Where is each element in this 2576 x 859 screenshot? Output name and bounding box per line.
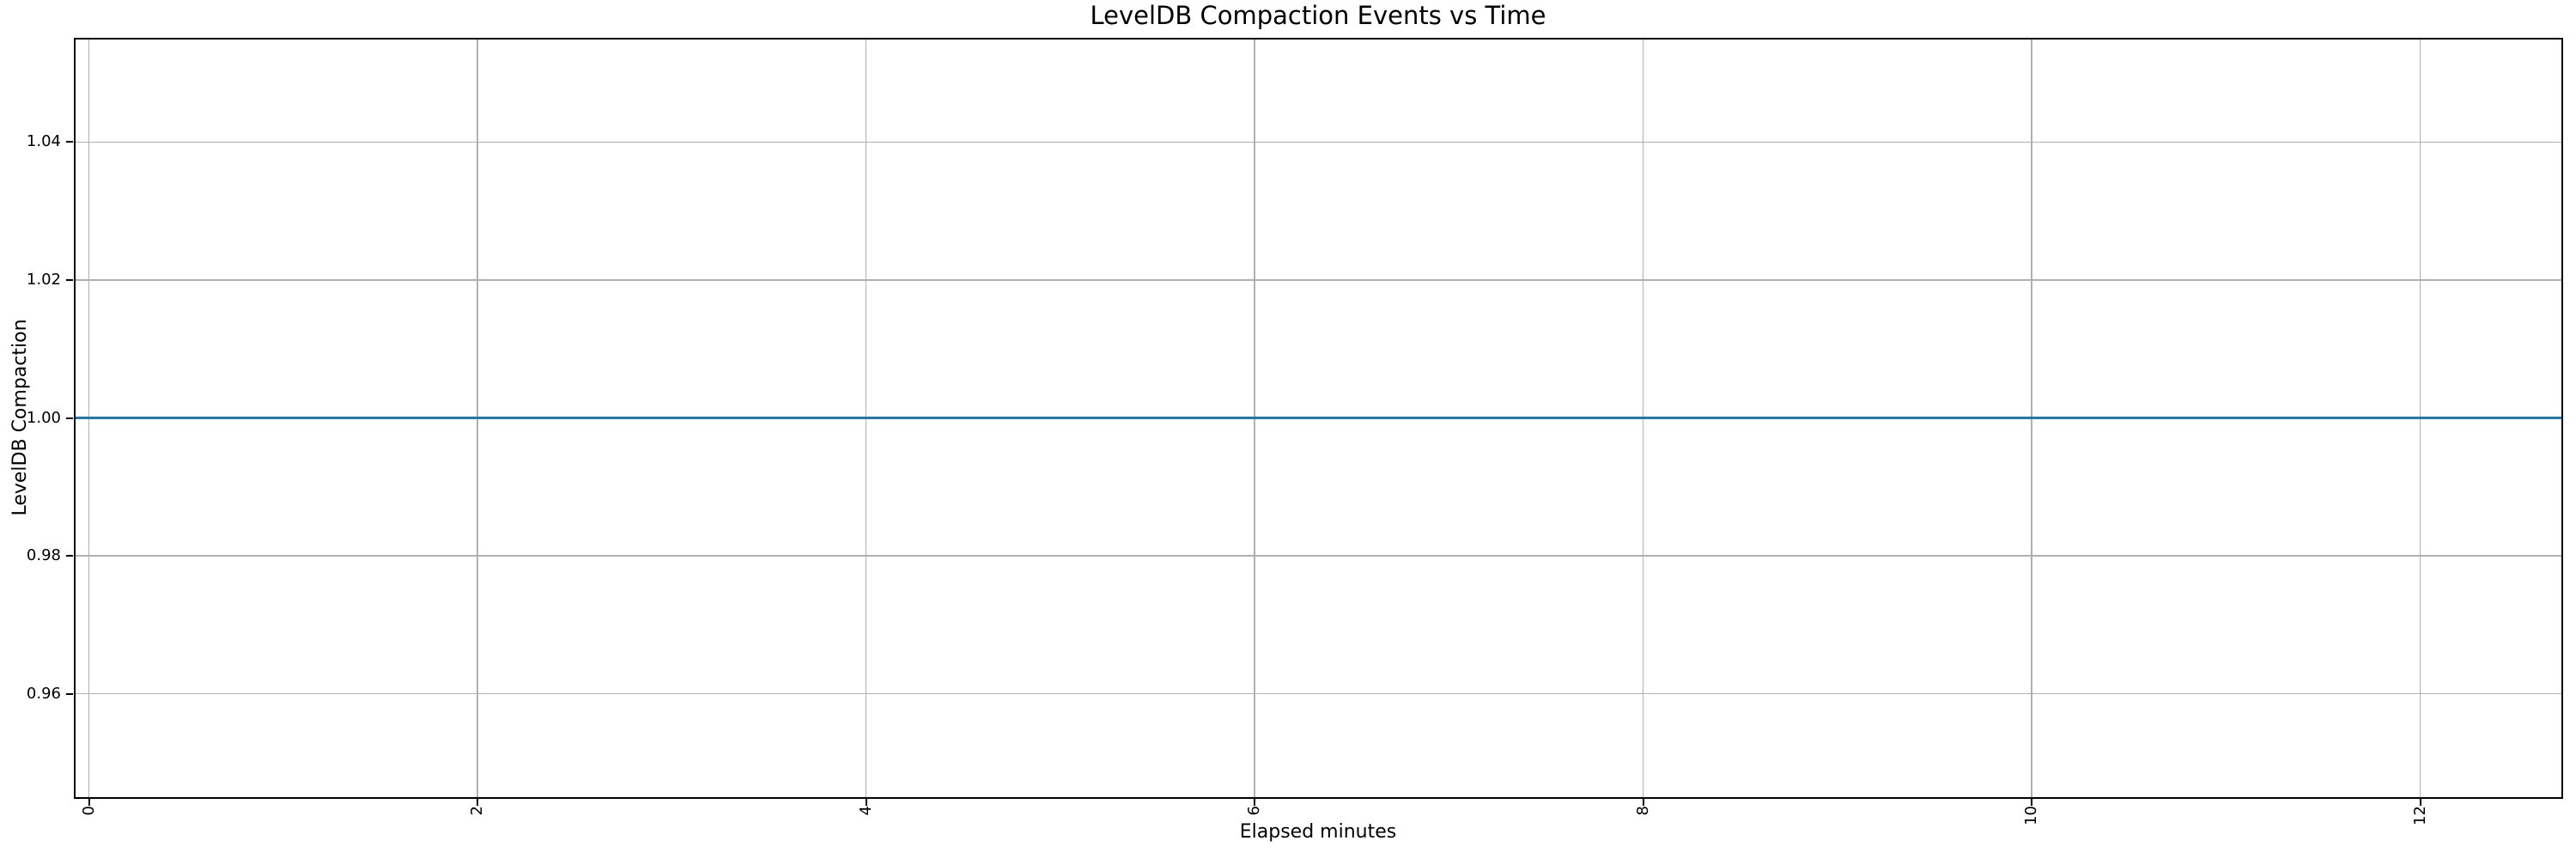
y-gridline bbox=[75, 555, 2561, 557]
x-tick bbox=[1254, 799, 1256, 806]
x-tick-label: 0 bbox=[79, 806, 98, 816]
y-gridline bbox=[75, 692, 2561, 695]
y-tick bbox=[66, 555, 73, 557]
y-tick bbox=[66, 278, 73, 281]
y-gridline bbox=[75, 279, 2561, 281]
y-tick-label: 1.00 bbox=[26, 408, 61, 427]
x-tick-label: 8 bbox=[1633, 806, 1652, 816]
y-tick-label: 0.96 bbox=[26, 684, 61, 703]
x-tick bbox=[2031, 799, 2033, 806]
y-tick bbox=[66, 417, 73, 419]
y-tick bbox=[66, 141, 73, 143]
x-tick bbox=[1642, 799, 1644, 806]
x-tick-label: 6 bbox=[1245, 806, 1264, 816]
x-tick-label: 12 bbox=[2410, 806, 2429, 825]
x-axis-label: Elapsed minutes bbox=[1239, 821, 1397, 843]
x-tick bbox=[2419, 799, 2421, 806]
x-tick bbox=[88, 799, 90, 806]
x-tick bbox=[477, 799, 479, 806]
y-gridline bbox=[75, 141, 2561, 143]
chart-title: LevelDB Compaction Events vs Time bbox=[1090, 1, 1546, 30]
y-tick bbox=[66, 692, 73, 695]
y-tick-label: 0.98 bbox=[26, 546, 61, 565]
x-tick-label: 4 bbox=[856, 806, 875, 816]
y-tick-label: 1.02 bbox=[26, 270, 61, 289]
x-tick-label: 2 bbox=[468, 806, 487, 816]
x-tick bbox=[865, 799, 867, 806]
data-line bbox=[75, 416, 2561, 420]
y-tick-label: 1.04 bbox=[26, 132, 61, 151]
x-tick-label: 10 bbox=[2022, 806, 2041, 825]
